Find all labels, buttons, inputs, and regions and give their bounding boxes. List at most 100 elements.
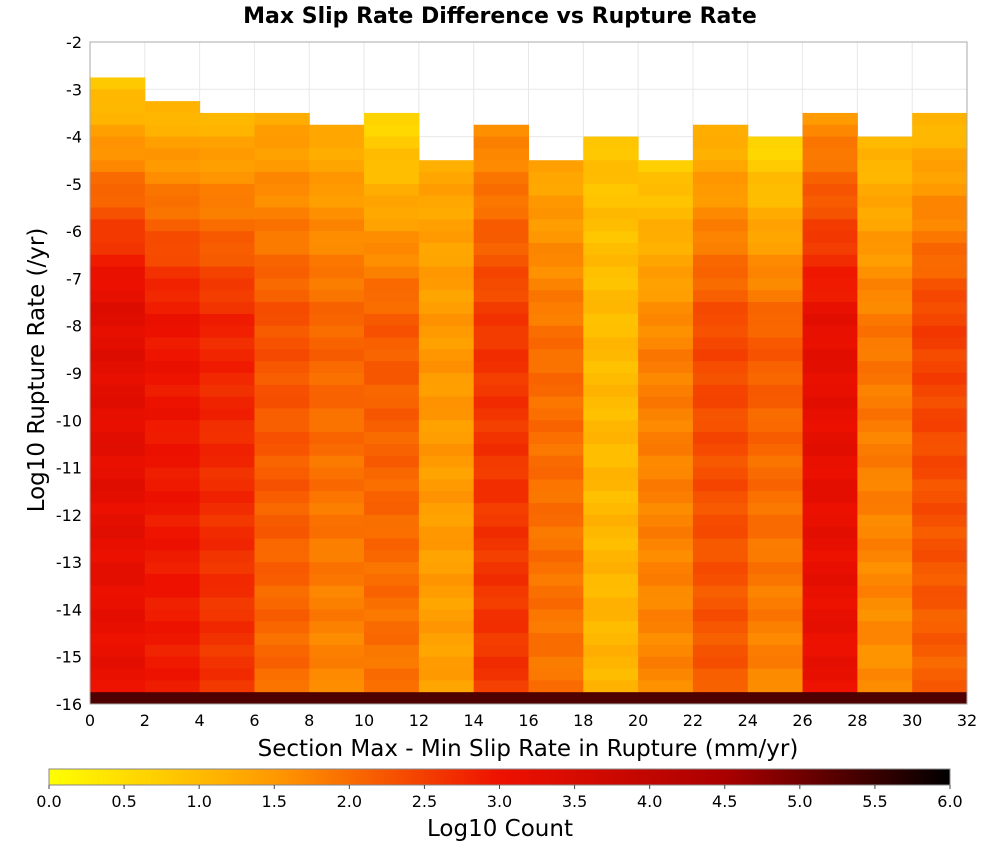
heatmap-cell (418, 420, 475, 433)
heatmap-cell (199, 479, 255, 492)
heatmap-cell (473, 443, 529, 457)
heatmap-cell (364, 172, 420, 185)
heatmap-cell (802, 656, 858, 670)
heatmap-cell (747, 420, 804, 433)
heatmap-cell (802, 503, 858, 516)
heatmap-cell (144, 290, 201, 303)
heatmap-cell (254, 349, 310, 362)
heatmap-cell (144, 656, 201, 670)
heatmap-cell (802, 644, 858, 658)
x-tick-label: 4 (195, 711, 205, 730)
heatmap-cell (692, 633, 749, 646)
heatmap-cell (583, 455, 639, 469)
heatmap-cell (144, 207, 201, 220)
heatmap-cell (90, 195, 146, 208)
heatmap-cell (144, 396, 201, 409)
heatmap-cell (473, 195, 529, 208)
heatmap-cell (364, 290, 420, 303)
x-tick-label: 18 (573, 711, 593, 730)
y-tick-label: -13 (56, 553, 82, 572)
heatmap-cell (802, 538, 858, 551)
heatmap-cell (473, 432, 529, 445)
heatmap-cell (309, 432, 365, 445)
heatmap-cell (747, 443, 804, 457)
heatmap-cell (802, 491, 858, 504)
heatmap-cell (144, 621, 201, 634)
heatmap-cell (90, 420, 146, 433)
heatmap-cell (144, 491, 201, 504)
heatmap-cell (254, 373, 310, 386)
heatmap-cell (309, 219, 365, 232)
heatmap-cell (418, 207, 475, 220)
heatmap-cell (473, 313, 529, 327)
heatmap-cell (802, 432, 858, 445)
heatmap-cell (857, 668, 913, 681)
heatmap-cell (199, 491, 255, 504)
heatmap-cell (638, 254, 694, 268)
heatmap-cell (90, 219, 146, 232)
heatmap-cell (254, 290, 310, 303)
heatmap-cell (802, 302, 858, 315)
heatmap-cell (309, 597, 365, 610)
heatmap-cell (254, 491, 310, 504)
y-tick-label: -9 (66, 364, 82, 383)
heatmap-cell (364, 278, 420, 291)
heatmap-cell (583, 361, 639, 374)
heatmap-cell (418, 538, 475, 551)
heatmap-cell (254, 148, 310, 161)
heatmap-cell (857, 503, 913, 516)
y-tick-label: -4 (66, 128, 82, 147)
heatmap-cell (199, 207, 255, 220)
heatmap-cell (912, 207, 968, 220)
heatmap-cell (583, 207, 639, 220)
heatmap-cell (254, 396, 310, 409)
heatmap-cell (857, 172, 913, 185)
heatmap-cell (90, 302, 146, 315)
heatmap-cell (747, 172, 804, 185)
heatmap-cell (528, 573, 584, 587)
heatmap-cell (473, 680, 529, 693)
heatmap-cell (692, 550, 749, 563)
heatmap-cell (199, 597, 255, 610)
heatmap-cell (692, 573, 749, 587)
heatmap-cell (747, 136, 804, 149)
heatmap-cell (364, 514, 420, 528)
x-tick-label: 26 (792, 711, 812, 730)
heatmap-cell (528, 526, 584, 539)
heatmap-cell (692, 183, 749, 197)
heatmap-cell (912, 597, 968, 610)
heatmap-cell (528, 443, 584, 457)
heatmap-cell (90, 443, 146, 457)
heatmap-cell (90, 538, 146, 551)
heatmap-cell (857, 609, 913, 622)
plot-frame (89, 41, 968, 705)
heatmap-cell (583, 597, 639, 610)
heatmap-cell (144, 644, 201, 658)
x-tick-label: 28 (847, 711, 867, 730)
heatmap-cell (309, 479, 365, 492)
heatmap-cell (857, 160, 913, 173)
heatmap-cell (199, 467, 255, 480)
heatmap-cell (583, 266, 639, 279)
heatmap-cell (309, 195, 365, 208)
heatmap-cell (747, 526, 804, 539)
heatmap-cell (144, 148, 201, 161)
heatmap-cell (309, 172, 365, 185)
x-tick-label: 14 (464, 711, 484, 730)
heatmap-cell (473, 160, 529, 173)
colorbar-tick-label: 3.0 (487, 792, 512, 811)
heatmap-cell (90, 585, 146, 599)
heatmap-cell (583, 432, 639, 445)
heatmap-cell (857, 550, 913, 563)
heatmap-cell (638, 443, 694, 457)
heatmap-cell (254, 621, 310, 634)
heatmap-cell (692, 361, 749, 374)
heatmap-cell (912, 503, 968, 516)
heatmap-cell (364, 609, 420, 622)
heatmap-cell (254, 668, 310, 681)
heatmap-cell (638, 219, 694, 232)
heatmap-cell (912, 219, 968, 232)
heatmap-cell (912, 242, 968, 256)
heatmap-cell (692, 455, 749, 469)
